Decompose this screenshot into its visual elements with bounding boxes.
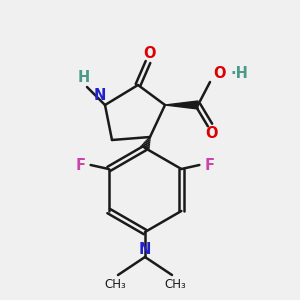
Text: H: H	[78, 70, 90, 86]
Text: O: O	[206, 127, 218, 142]
Text: F: F	[76, 158, 85, 172]
Text: O: O	[213, 67, 225, 82]
Text: O: O	[143, 46, 155, 61]
Text: N: N	[139, 242, 151, 256]
Text: F: F	[204, 158, 214, 172]
Text: N: N	[94, 88, 106, 103]
Text: ·H: ·H	[231, 67, 249, 82]
Text: CH₃: CH₃	[164, 278, 186, 290]
Text: CH₃: CH₃	[104, 278, 126, 290]
Polygon shape	[165, 101, 198, 109]
